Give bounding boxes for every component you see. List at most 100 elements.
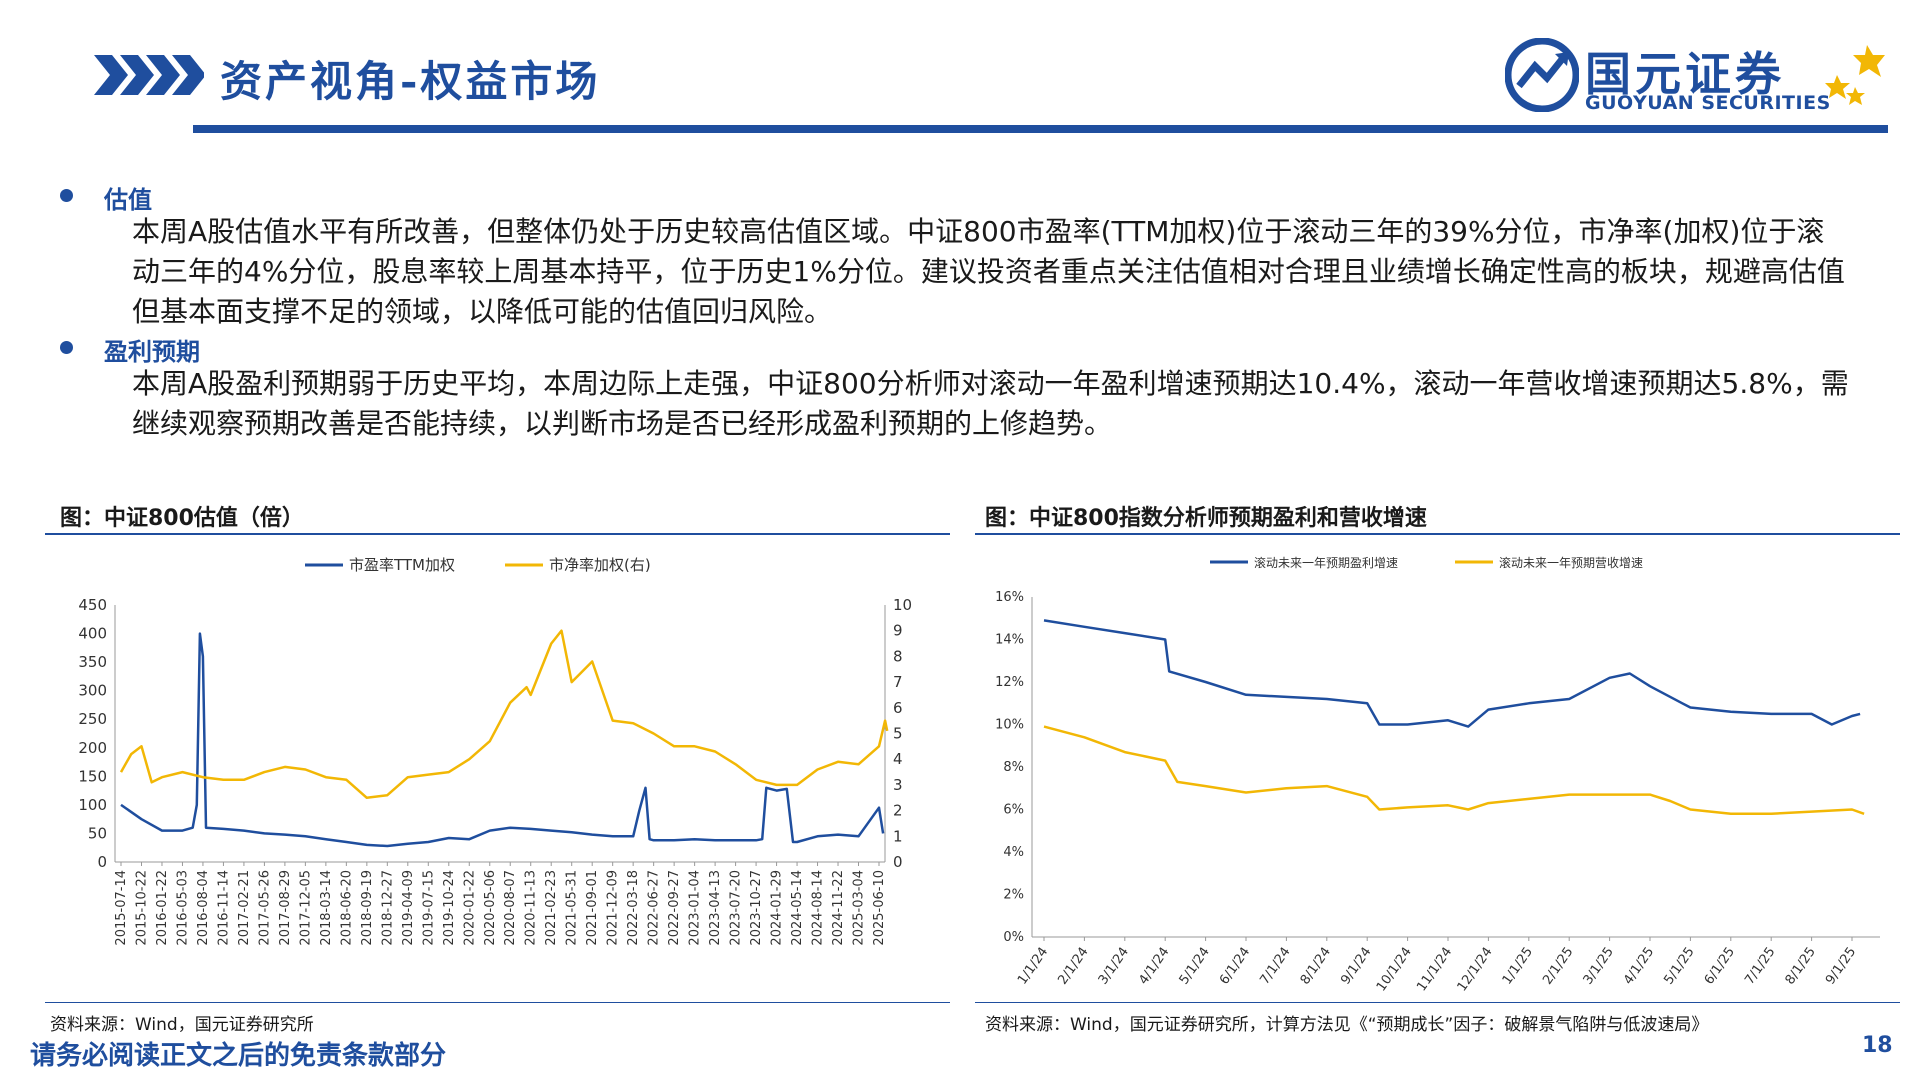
x-tick-label: 2022-06-27 — [647, 870, 662, 946]
x-tick-label: 2020-05-06 — [483, 870, 498, 946]
x-tick-label: 2021-12-09 — [606, 870, 621, 946]
x-tick-label: 2021-05-31 — [565, 870, 580, 946]
x-tick-label: 2017-08-29 — [278, 870, 293, 946]
x-tick-label: 2016-11-14 — [216, 870, 231, 946]
x-tick-label: 7/1/24 — [1257, 945, 1293, 988]
x-tick-label: 2016-01-22 — [155, 870, 170, 946]
x-tick-label: 2024-08-14 — [811, 870, 826, 946]
x-tick-label: 2016-08-04 — [196, 870, 211, 946]
x-tick-label: 2023-10-27 — [749, 870, 764, 946]
y-right-tick-label: 2 — [893, 802, 903, 820]
x-tick-label: 6/1/25 — [1702, 945, 1738, 988]
y-tick-label: 8% — [1003, 760, 1024, 775]
growth-chart: 0% 2% 4% 6% 8% 10% 12% 14% 16% 1/1/24 2/1/24 3/1/24… — [995, 555, 1880, 995]
x-tick-label: 9/1/25 — [1823, 945, 1859, 988]
y-tick-label: 14% — [995, 633, 1024, 648]
y-left-tick-label: 300 — [78, 682, 107, 700]
x-tick-label: 2024-11-22 — [831, 870, 846, 946]
bullet-dot — [60, 341, 73, 354]
x-tick-label: 2022-03-18 — [626, 870, 641, 946]
left-chart-divider — [45, 533, 950, 535]
y-tick-label: 16% — [995, 590, 1024, 605]
right-chart-title: 图：中证800指数分析师预期盈利和营收增速 — [985, 506, 1427, 531]
x-tick-label: 2024-01-29 — [770, 870, 785, 946]
y-tick-label: 12% — [995, 675, 1024, 690]
x-tick-label: 2019-07-15 — [421, 870, 436, 946]
x-tick-label: 2023-01-04 — [688, 870, 703, 946]
y-right-tick-label: 10 — [893, 596, 912, 614]
x-tick-label: 4/1/25 — [1621, 945, 1657, 988]
y-tick-label: 2% — [1003, 888, 1024, 903]
right-source-divider — [975, 1002, 1900, 1003]
x-tick-label: 2025-06-10 — [872, 870, 887, 946]
x-tick-label: 2/1/24 — [1055, 945, 1091, 988]
x-tick-label: 12/1/24 — [1455, 945, 1496, 995]
section-text-valuation: 本周A股估值水平有所改善，但整体仍处于历史较高估值区域。中证800市盈率(TTM… — [132, 215, 1845, 328]
series-line-pb — [119, 629, 889, 800]
x-tick-label: 6/1/24 — [1217, 945, 1253, 988]
x-tick-label: 2021-02-23 — [544, 870, 559, 946]
y-left-tick-label: 0 — [97, 853, 107, 871]
x-tick-label: 11/1/24 — [1414, 945, 1455, 995]
left-chart-title: 图：中证800估值（倍） — [60, 506, 304, 531]
y-left-tick-label: 200 — [78, 739, 107, 757]
header-divider — [193, 125, 1888, 133]
x-tick-label: 2019-04-09 — [401, 870, 416, 946]
x-tick-label: 2021-09-01 — [585, 870, 600, 946]
x-tick-label: 1/1/25 — [1500, 945, 1536, 988]
y-tick-label: 10% — [995, 718, 1024, 733]
x-tick-label: 2025-03-04 — [852, 870, 867, 946]
bullet-dot — [60, 189, 73, 202]
y-left-tick-label: 100 — [78, 796, 107, 814]
y-left-tick-label: 150 — [78, 767, 107, 785]
x-tick-label: 2018-03-14 — [319, 870, 334, 946]
page-title: 资产视角-权益市场 — [220, 57, 601, 106]
legend-label: 市净率加权(右) — [549, 556, 651, 574]
x-tick-label: 2016-05-03 — [175, 870, 190, 946]
y-right-tick-label: 5 — [893, 725, 903, 743]
y-right-tick-label: 3 — [893, 776, 903, 794]
legend-label: 滚动未来一年预期营收增速 — [1499, 555, 1643, 570]
left-chart-source: 资料来源：Wind，国元证券研究所 — [50, 1015, 314, 1035]
x-tick-label: 8/1/25 — [1783, 945, 1819, 988]
x-tick-label: 3/1/25 — [1581, 945, 1617, 988]
y-left-tick-label: 450 — [78, 596, 107, 614]
y-left-tick-label: 50 — [88, 824, 107, 842]
x-tick-label: 7/1/25 — [1742, 945, 1778, 988]
y-tick-label: 6% — [1003, 803, 1024, 818]
y-left-tick-label: 400 — [78, 625, 107, 643]
x-tick-label: 2018-12-27 — [380, 870, 395, 946]
header-chevron-icon — [94, 55, 204, 95]
footer-disclaimer: 请务必阅读正文之后的免责条款部分 — [30, 1041, 447, 1071]
y-tick-label: 0% — [1003, 930, 1024, 945]
section-title-earnings: 盈利预期 — [104, 338, 200, 366]
y-left-tick-label: 250 — [78, 710, 107, 728]
x-tick-label: 5/1/24 — [1177, 945, 1213, 988]
series-line-revenue — [1043, 725, 1865, 816]
star-accent-icon — [1825, 45, 1885, 105]
y-tick-label: 4% — [1003, 845, 1024, 860]
y-left-tick-label: 350 — [78, 653, 107, 671]
x-tick-label: 10/1/24 — [1374, 945, 1415, 995]
y-right-tick-label: 9 — [893, 622, 903, 640]
x-tick-label: 2/1/25 — [1540, 945, 1576, 988]
series-line-pe — [120, 632, 885, 848]
x-tick-label: 2022-09-27 — [667, 870, 682, 946]
series-line-earnings — [1043, 619, 1861, 728]
y-right-tick-label: 7 — [893, 673, 903, 691]
y-right-tick-label: 1 — [893, 827, 903, 845]
x-tick-label: 2018-06-20 — [339, 870, 354, 946]
x-tick-label: 9/1/24 — [1338, 945, 1374, 988]
x-tick-label: 5/1/25 — [1661, 945, 1697, 988]
section-text-earnings: 本周A股盈利预期弱于历史平均，本周边际上走强，中证800分析师对滚动一年盈利增速… — [132, 367, 1849, 440]
x-tick-label: 3/1/24 — [1096, 945, 1132, 988]
legend-label: 滚动未来一年预期盈利增速 — [1254, 555, 1398, 570]
right-chart-source: 资料来源：Wind，国元证券研究所，计算方法见《“预期成长”因子：破解景气陷阱与… — [985, 1015, 1709, 1035]
x-tick-label: 2024-05-14 — [790, 870, 805, 946]
y-right-tick-label: 0 — [893, 853, 903, 871]
y-right-tick-label: 4 — [893, 750, 903, 768]
x-tick-label: 2018-09-19 — [360, 870, 375, 946]
x-tick-label: 2020-08-07 — [503, 870, 518, 946]
x-tick-label: 2015-07-14 — [114, 870, 129, 946]
x-tick-label: 2020-11-13 — [524, 870, 539, 946]
